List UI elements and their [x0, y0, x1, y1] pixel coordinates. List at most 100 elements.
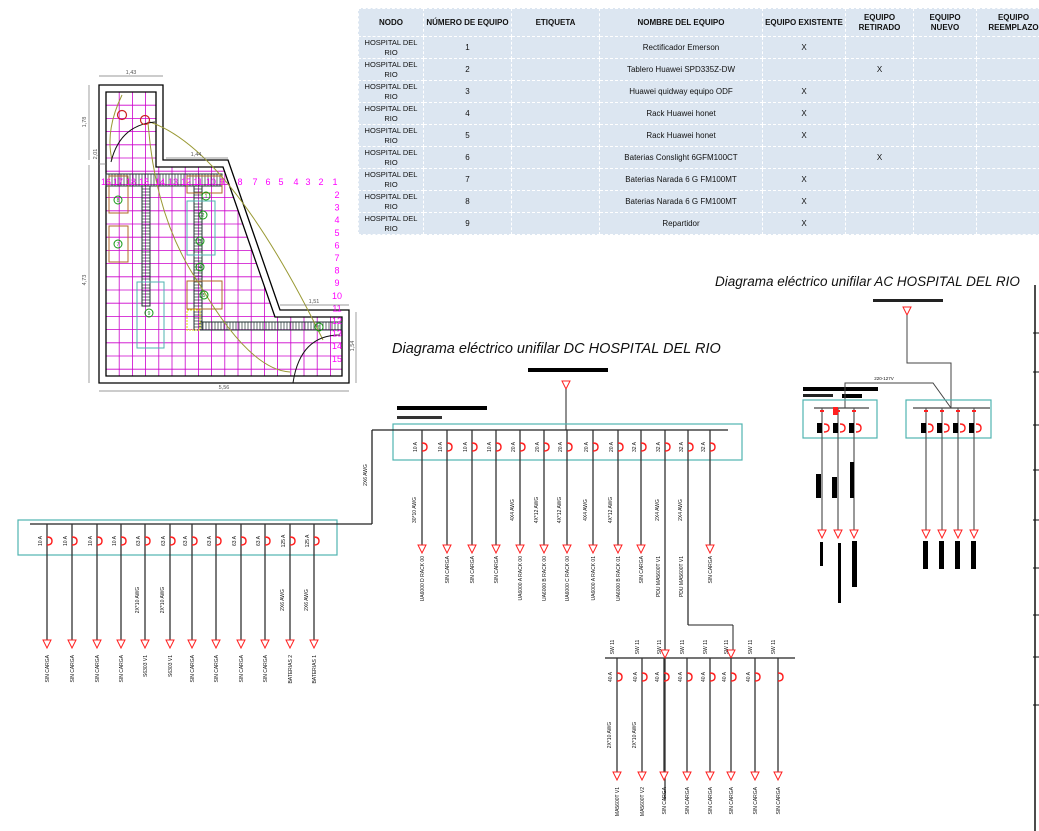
load-arrow-icon — [92, 639, 102, 650]
feeder-cable-gauge: 2X6 AWG — [363, 464, 369, 486]
grid-number: 9 — [334, 278, 339, 288]
cable-route — [109, 94, 291, 373]
load-arrow-icon — [491, 544, 501, 555]
breaker-rating: 32 A — [632, 441, 638, 452]
table-row: HOSPITAL DEL RIO 8 Baterias Narada 6 G FM1… — [358, 190, 1039, 213]
equipment-outline — [108, 225, 129, 263]
load-label: MA5600T V1 — [615, 787, 621, 816]
breaker-rating: 40 A — [701, 671, 707, 682]
breaker-body — [969, 423, 974, 433]
breaker-rating: 10 A — [63, 535, 69, 546]
load-label: UA6000 C RACK 00 — [565, 556, 571, 602]
table-cell — [976, 146, 1039, 169]
breaker-rating: 63 A — [161, 535, 167, 546]
load-label: PDU MA5600T V1 — [679, 556, 685, 597]
load-arrow-icon — [705, 544, 715, 555]
table-cell: HOSPITAL DEL RIO — [358, 190, 424, 213]
grid-number: 18 — [126, 177, 136, 187]
table-cell: Rectificador Emerson — [599, 36, 763, 59]
table-cell: HOSPITAL DEL RIO — [358, 80, 424, 103]
dimension-label: 1,78 — [82, 117, 88, 128]
table-cell: 9 — [423, 212, 512, 235]
equipment-marker-icon — [195, 236, 205, 246]
load-label: BATERIAS 2 — [288, 655, 294, 684]
breaker-body — [817, 423, 822, 433]
table-body: HOSPITAL DEL RIO 1 Rectificador Emerson X HO… — [358, 36, 1039, 235]
table-cell — [845, 36, 914, 59]
table-cell — [511, 36, 600, 59]
grid-number: 8 — [237, 177, 242, 187]
load-arrow-icon — [660, 649, 670, 660]
door-arc — [292, 334, 341, 384]
load-label: SIN CARGA — [470, 555, 476, 583]
cable-route — [149, 121, 324, 341]
load-label: SIN CARGA — [708, 555, 714, 583]
table-cell: Rack Huawei honet — [599, 102, 763, 125]
breaker-tag — [956, 410, 960, 412]
breaker-rating: 63 A — [183, 535, 189, 546]
breaker-icon — [313, 536, 320, 546]
breaker-icon — [709, 442, 716, 452]
load-arrow-icon — [902, 306, 912, 317]
inner-wall — [105, 91, 343, 377]
switch-label: SW 11 — [724, 639, 730, 654]
load-arrow-icon — [309, 639, 319, 650]
cable-label-block — [832, 477, 837, 498]
breaker-rating: 40 A — [633, 671, 639, 682]
table-cell — [511, 80, 600, 103]
dimension-label: 1,54 — [350, 341, 356, 352]
dimension-label: 5,56 — [219, 385, 230, 391]
table-cell: X — [762, 36, 846, 59]
table-cell: X — [762, 190, 846, 213]
breaker-tag — [833, 407, 838, 415]
breaker-icon — [71, 536, 78, 546]
table-cell: Baterias Narada 6 G FM100MT — [599, 168, 763, 191]
equipment-marker-number: 6 — [318, 325, 321, 331]
load-label: MA5600T V2 — [640, 787, 646, 816]
table-cell — [762, 58, 846, 81]
table-cell: X — [762, 102, 846, 125]
outer-wall — [98, 84, 350, 384]
load-label: PDU MA5600T V1 — [656, 556, 662, 597]
breaker-rating: 10 A — [438, 441, 444, 452]
equipment-marker-icon — [113, 239, 123, 249]
load-label: SIN CARGA — [708, 786, 714, 814]
panel-label-bar — [397, 406, 487, 410]
breaker-tag — [924, 410, 928, 412]
load-arrow-icon — [140, 639, 150, 650]
load-label: SIN CARGA — [639, 555, 645, 583]
grid-number: 5 — [278, 177, 283, 187]
equipment-marker-number: 3 — [199, 239, 202, 245]
equipment-marker-icon — [195, 262, 205, 272]
breaker-icon — [959, 423, 966, 433]
breaker-icon — [46, 536, 53, 546]
load-arrow-icon — [937, 529, 947, 540]
breaker-rating: 10 A — [88, 535, 94, 546]
equipment-marker-number: 7 — [117, 242, 120, 248]
grid-number: 4 — [293, 177, 298, 187]
table-cell: X — [845, 58, 914, 81]
column-header: EQUIPO NUEVO — [913, 8, 977, 37]
breaker-icon — [264, 536, 271, 546]
load-arrow-icon — [637, 771, 647, 782]
equipment-outline — [136, 281, 165, 349]
load-arrow-icon — [588, 544, 598, 555]
equipment-outline — [186, 175, 223, 194]
load-arrow-icon — [442, 544, 452, 555]
breaker-body — [921, 423, 926, 433]
table-cell: 8 — [423, 190, 512, 213]
table-cell — [913, 168, 977, 191]
cable-gauge: 2X4 AWG — [655, 499, 661, 521]
table-cell — [913, 102, 977, 125]
table-cell: X — [762, 80, 846, 103]
grid-number: 17 — [113, 177, 123, 187]
table-cell — [511, 102, 600, 125]
table-cell — [913, 58, 977, 81]
load-label: SIN CARGA — [685, 786, 691, 814]
breaker-rating: 125 A — [281, 534, 287, 547]
load-label: SIN CARGA — [445, 555, 451, 583]
interconnect-wire — [844, 382, 952, 409]
breaker-rating: 63 A — [232, 535, 238, 546]
equipment-marker-icon — [144, 308, 154, 318]
